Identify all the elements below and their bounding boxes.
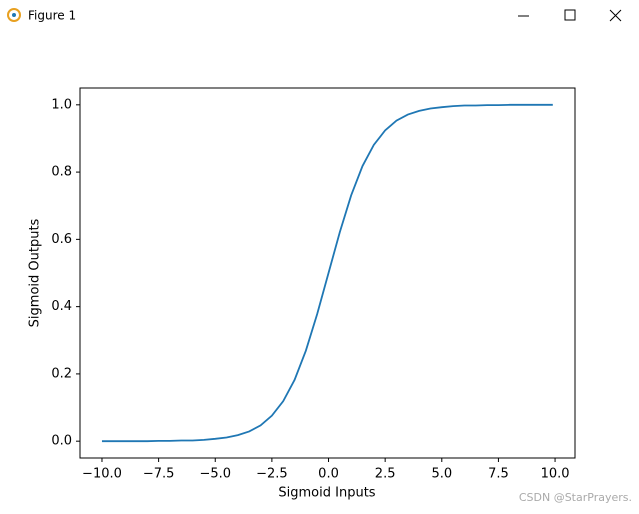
x-tick-label: 2.5 <box>375 467 396 482</box>
y-tick-label: 1.0 <box>51 97 72 112</box>
axes-frame <box>79 87 576 459</box>
window-title: Figure 1 <box>28 9 76 23</box>
close-button[interactable] <box>609 9 622 22</box>
app-icon <box>7 8 21 22</box>
x-tick-label: 10.0 <box>541 467 570 482</box>
y-tick-label: 0.0 <box>51 434 72 449</box>
x-axis-label: Sigmoid Inputs <box>278 486 375 501</box>
x-tick-label: −5.0 <box>199 467 231 482</box>
y-tick-label: 0.8 <box>51 165 72 180</box>
x-tick-label: 7.5 <box>488 467 509 482</box>
y-axis-label: Sigmoid Outputs <box>28 218 43 327</box>
title-bar <box>0 0 639 30</box>
y-tick-label: 0.2 <box>51 366 72 381</box>
x-tick-label: −2.5 <box>256 467 288 482</box>
maximize-button[interactable] <box>564 9 576 21</box>
y-tick-label: 0.4 <box>51 299 72 314</box>
x-tick-label: 5.0 <box>431 467 452 482</box>
x-tick-label: −10.0 <box>82 467 122 482</box>
y-tick-label: 0.6 <box>51 232 72 247</box>
x-tick-label: −7.5 <box>143 467 175 482</box>
watermark: CSDN @StarPrayers. <box>519 491 632 504</box>
line-series <box>101 103 553 443</box>
x-tick-label: 0.0 <box>318 467 339 482</box>
